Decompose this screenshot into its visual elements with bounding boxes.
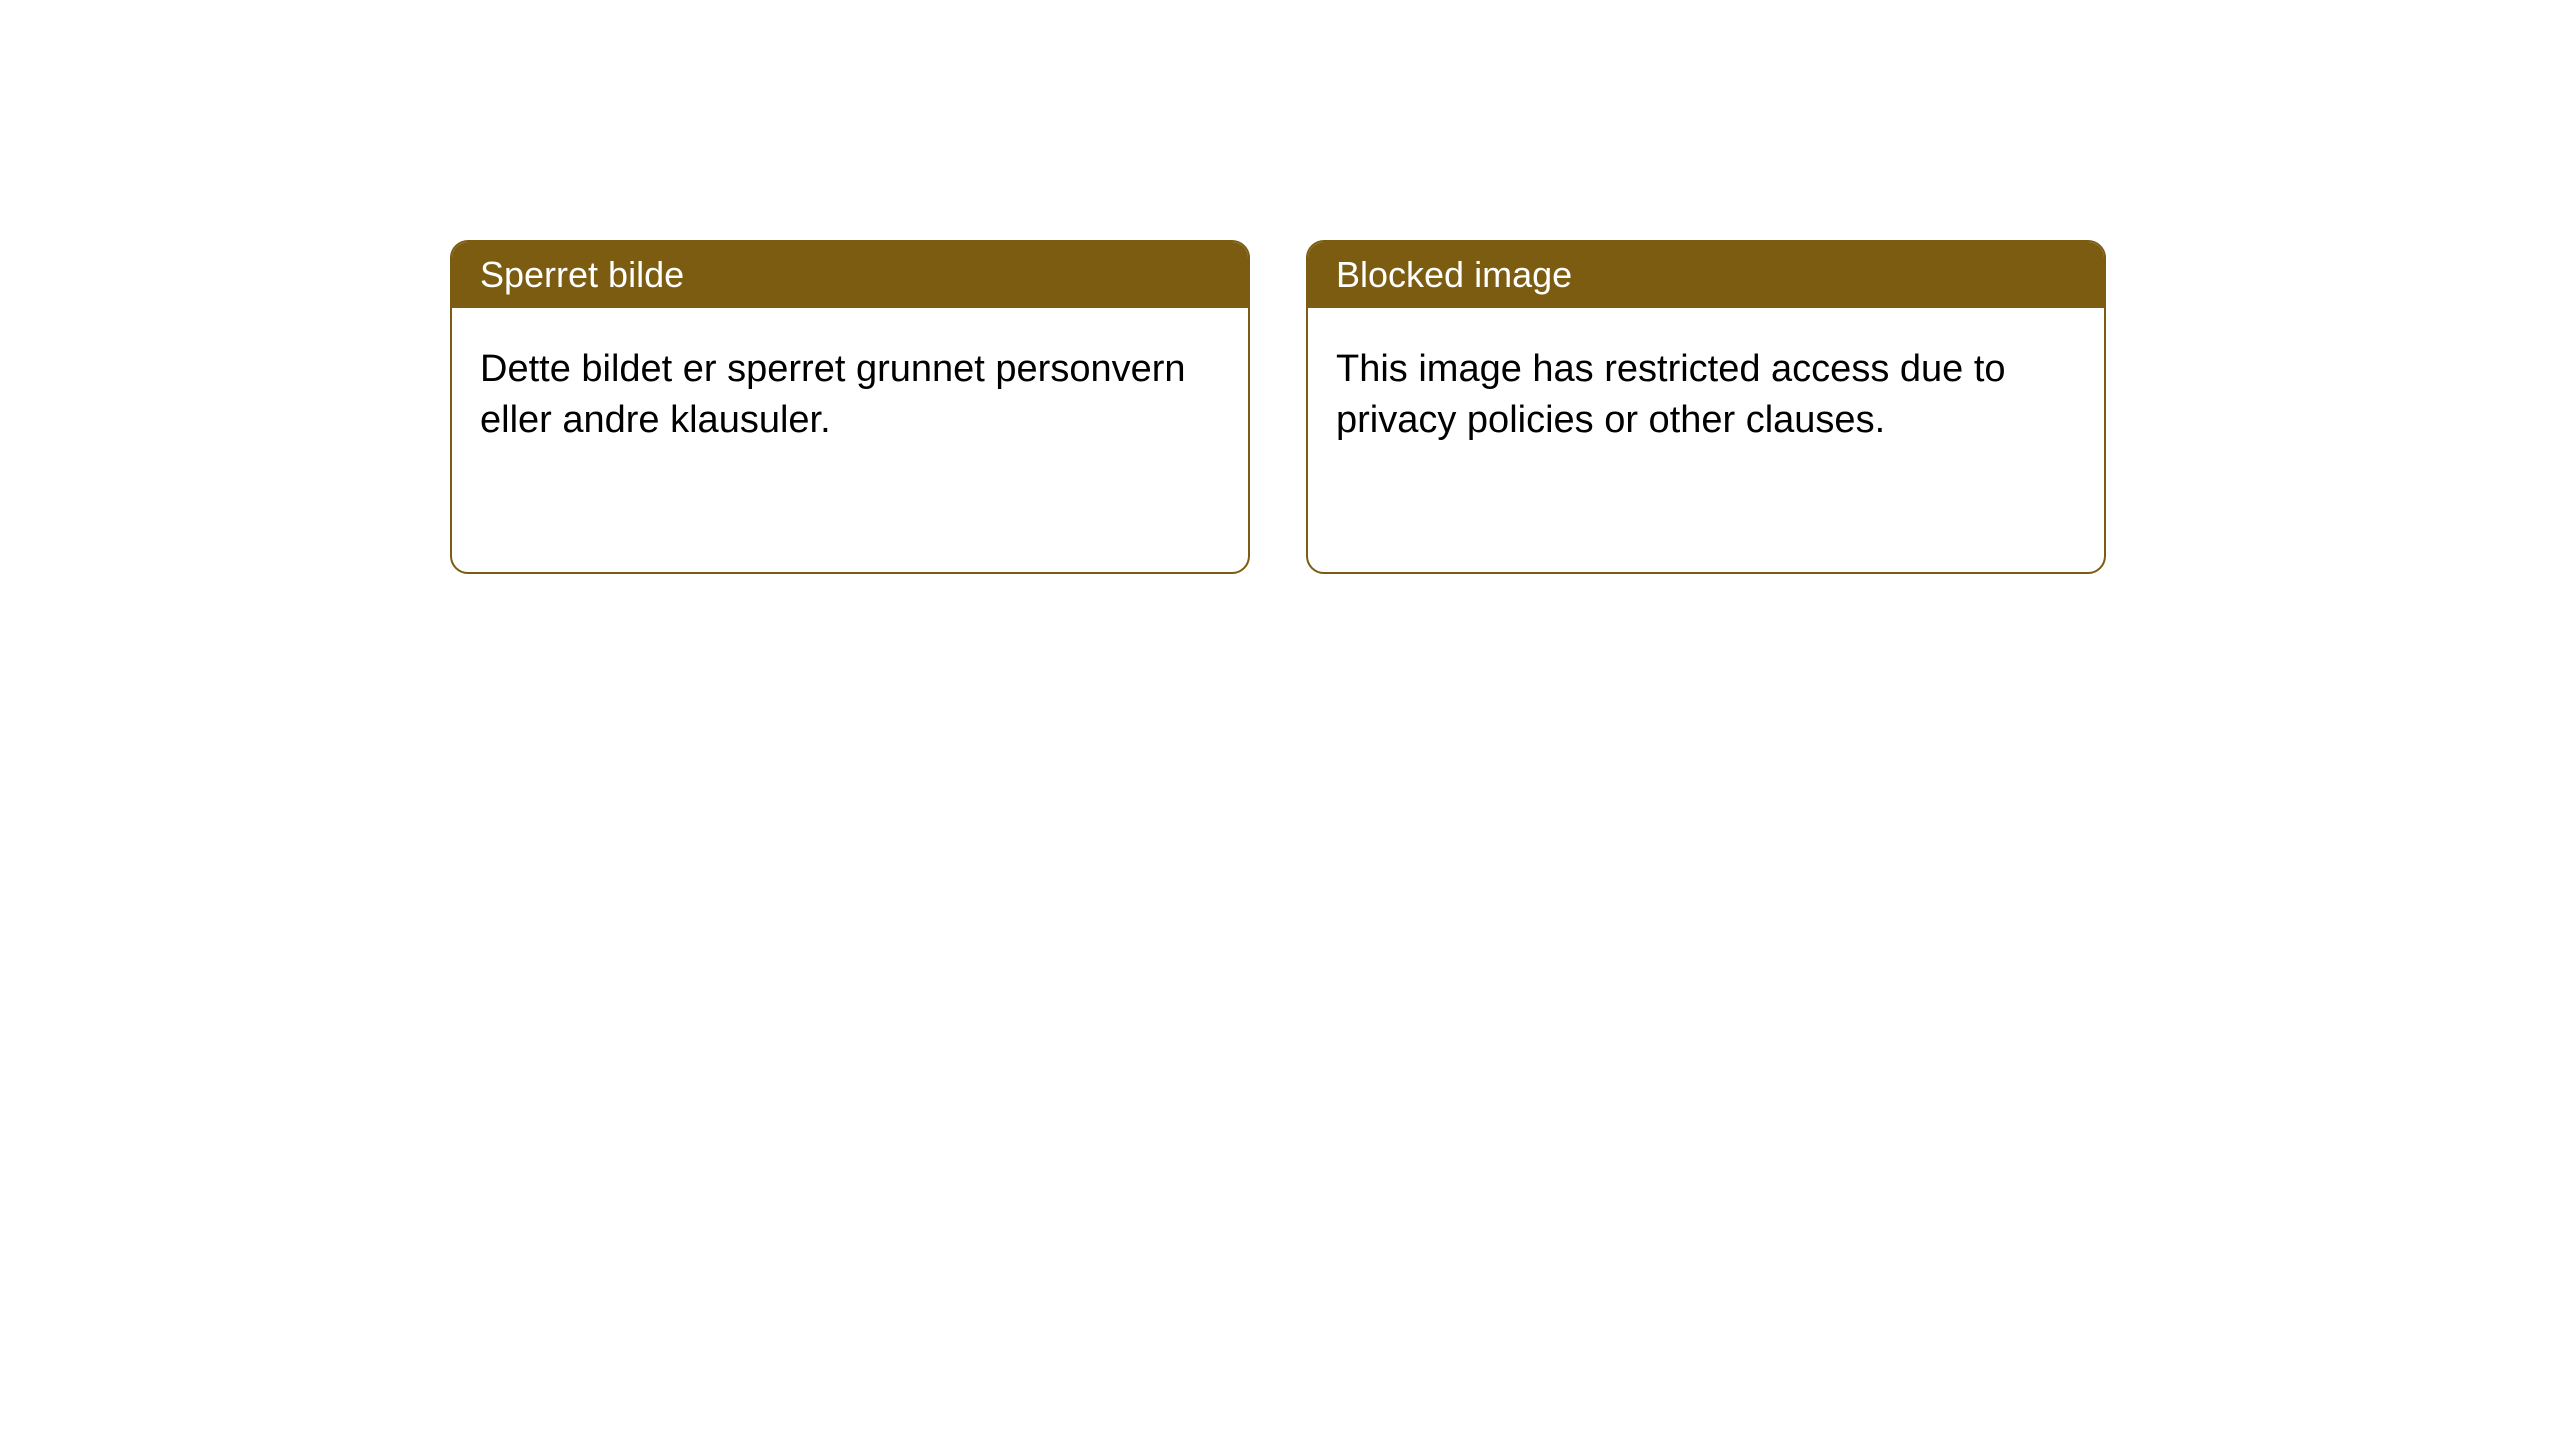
- notice-container: Sperret bilde Dette bildet er sperret gr…: [450, 240, 2106, 574]
- notice-card-body: Dette bildet er sperret grunnet personve…: [452, 308, 1248, 483]
- notice-card-title: Blocked image: [1308, 242, 2104, 308]
- notice-card-body: This image has restricted access due to …: [1308, 308, 2104, 483]
- notice-card-norwegian: Sperret bilde Dette bildet er sperret gr…: [450, 240, 1250, 574]
- notice-card-title: Sperret bilde: [452, 242, 1248, 308]
- notice-card-english: Blocked image This image has restricted …: [1306, 240, 2106, 574]
